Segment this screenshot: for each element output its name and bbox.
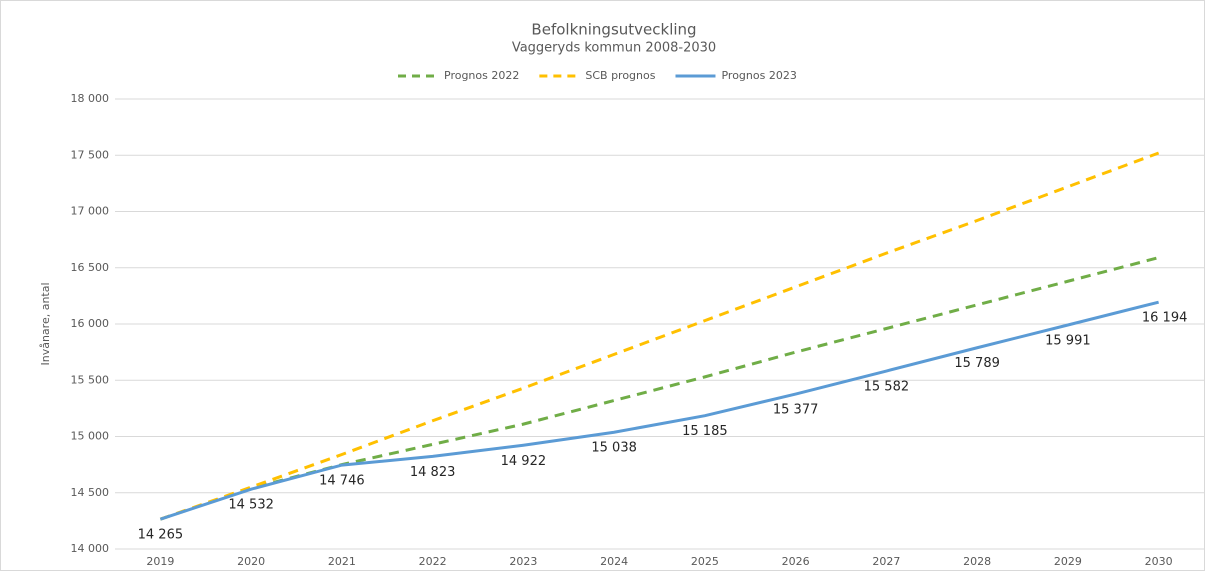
y-tick-label: 18 000 [71,92,110,105]
x-tick-label: 2023 [509,555,537,568]
data-label: 15 789 [954,356,1000,371]
data-label: 14 532 [228,498,274,513]
data-label: 14 746 [319,474,365,489]
chart-subtitle: Vaggeryds kommun 2008-2030 [512,41,716,56]
data-label: 15 038 [591,441,637,456]
data-label: 15 582 [864,380,910,395]
x-tick-label: 2019 [146,555,174,568]
y-tick-label: 17 000 [71,205,110,218]
legend-label: Prognos 2023 [721,69,796,82]
series-line [159,300,1159,521]
x-tick-label: 2027 [872,555,900,568]
data-label: 15 377 [773,403,819,418]
y-tick-label: 15 500 [71,373,110,386]
series-line [159,151,1160,521]
x-tick-label: 2028 [963,555,991,568]
data-label: 16 194 [1142,311,1188,326]
x-tick-label: 2030 [1145,555,1173,568]
x-tick-label: 2020 [237,555,265,568]
y-axis-label: Invånare, antal [39,282,52,365]
y-tick-label: 14 500 [71,486,110,499]
legend-label: SCB prognos [585,69,655,82]
y-tick-label: 14 000 [71,542,110,555]
data-label: 15 185 [682,424,728,439]
legend-label: Prognos 2022 [444,69,519,82]
data-label: 14 922 [501,454,547,469]
x-tick-label: 2026 [782,555,810,568]
x-tick-label: 2024 [600,555,628,568]
x-tick-label: 2029 [1054,555,1082,568]
chart-title: Befolkningsutveckling [531,21,696,39]
data-label: 15 991 [1045,334,1091,349]
y-tick-label: 17 500 [71,148,110,161]
x-tick-label: 2025 [691,555,719,568]
data-label: 14 823 [410,465,456,480]
x-tick-label: 2021 [328,555,356,568]
x-tick-label: 2022 [419,555,447,568]
y-tick-label: 16 000 [71,317,110,330]
y-tick-label: 16 500 [71,261,110,274]
y-tick-label: 15 000 [71,430,110,443]
data-label: 14 265 [138,528,184,543]
